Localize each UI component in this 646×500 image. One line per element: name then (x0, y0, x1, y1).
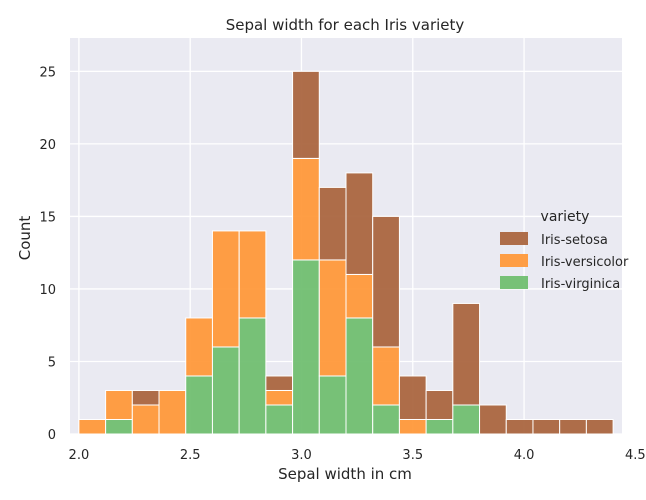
y-tick-label: 5 (48, 355, 56, 370)
bar-iris-virginica (185, 375, 213, 435)
x-tick-labels: 2.0 2.5 3.0 3.5 4.0 4.5 (69, 448, 646, 463)
y-tick-label: 10 (39, 283, 56, 298)
bar-iris-virginica (238, 317, 267, 435)
bar-iris-setosa (585, 418, 614, 435)
bar-iris-versicolor (238, 230, 267, 319)
x-tick-label: 2.0 (69, 448, 90, 463)
bar-iris-setosa (372, 215, 400, 348)
y-axis-label: Count (16, 216, 34, 261)
legend-label: Iris-setosa (541, 233, 608, 248)
legend-title: variety (541, 209, 590, 225)
bar-iris-versicolor (372, 346, 400, 406)
bar-iris-virginica (318, 375, 347, 435)
x-tick-label: 3.5 (402, 448, 423, 463)
bar-iris-setosa (345, 172, 374, 275)
y-tick-labels: 0 5 10 15 20 25 (39, 65, 56, 443)
bar-iris-virginica (425, 418, 454, 435)
legend: variety Iris-setosa Iris-versicolor Iris-v… (500, 209, 629, 292)
legend-swatch (500, 254, 528, 267)
bar-iris-virginica (452, 404, 481, 435)
legend-swatch (500, 276, 528, 289)
bar-iris-versicolor (292, 157, 320, 261)
bar-iris-versicolor (131, 404, 160, 435)
bar-iris-virginica (105, 418, 133, 435)
bar-iris-setosa (131, 389, 160, 406)
bar-iris-setosa (318, 186, 347, 261)
bar-iris-setosa (505, 418, 534, 435)
bar-iris-versicolor (105, 389, 133, 420)
bar-iris-setosa (398, 375, 427, 420)
y-tick-label: 15 (39, 210, 56, 225)
bar-iris-versicolor (211, 230, 240, 348)
legend-label: Iris-virginica (541, 277, 620, 292)
x-tick-label: 3.0 (291, 448, 312, 463)
bar-iris-setosa (532, 418, 561, 435)
bar-iris-versicolor (345, 273, 374, 319)
bars (78, 70, 614, 435)
bar-iris-setosa (559, 418, 587, 435)
x-axis-label: Sepal width in cm (278, 465, 412, 483)
y-tick-label: 0 (48, 428, 56, 443)
bar-iris-versicolor (318, 259, 347, 377)
bar-iris-versicolor (185, 317, 213, 377)
bar-iris-setosa (265, 375, 294, 391)
bar-iris-virginica (345, 317, 374, 435)
bar-iris-virginica (372, 404, 400, 435)
legend-label: Iris-versicolor (541, 255, 629, 270)
bar-iris-setosa (292, 70, 320, 159)
bar-iris-setosa (425, 389, 454, 420)
bar-iris-setosa (452, 302, 481, 406)
legend-swatch (500, 232, 528, 245)
bar-iris-setosa (479, 404, 507, 435)
bar-iris-versicolor (158, 389, 187, 435)
bar-iris-versicolor (398, 418, 427, 435)
bar-iris-virginica (211, 346, 240, 435)
bar-iris-versicolor (78, 418, 107, 435)
x-tick-label: 4.5 (625, 448, 646, 463)
bar-iris-virginica (292, 259, 320, 435)
y-tick-label: 20 (39, 138, 56, 153)
y-tick-label: 25 (39, 65, 56, 80)
x-tick-label: 2.5 (180, 448, 201, 463)
chart-title: Sepal width for each Iris variety (226, 16, 465, 34)
x-tick-label: 4.0 (514, 448, 535, 463)
bar-iris-virginica (265, 404, 294, 435)
bar-iris-versicolor (265, 389, 294, 406)
